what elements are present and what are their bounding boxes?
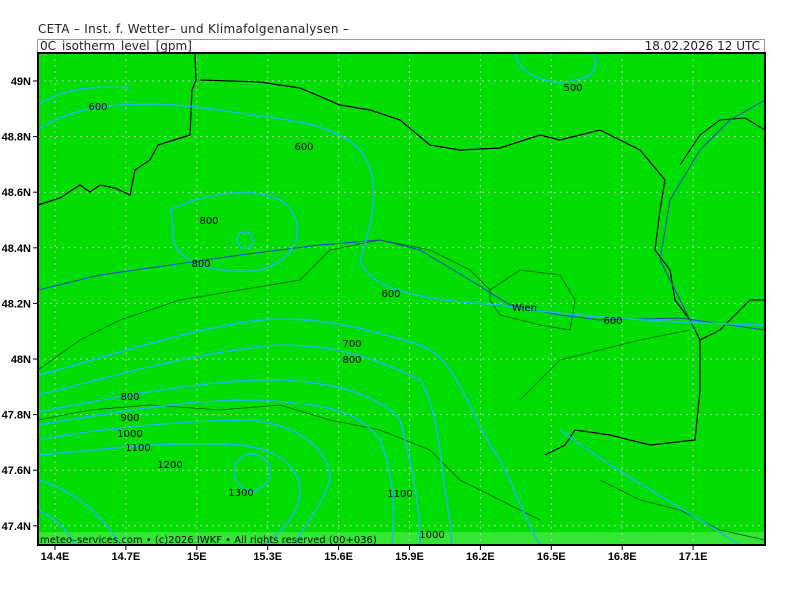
contour-label: 1000 (117, 429, 142, 440)
contour-label: 600 (294, 142, 313, 153)
lon-tick-label: 15E (187, 551, 207, 563)
contour-label: 600 (88, 102, 107, 113)
contour-label: 800 (199, 216, 218, 227)
contour-label: 1000 (419, 530, 444, 541)
rivers (37, 99, 766, 331)
lon-tick-label: 16.5E (537, 551, 566, 563)
contour-label: 800 (191, 259, 210, 270)
contour-label: 500 (563, 83, 582, 94)
contour-label: 1200 (157, 460, 182, 471)
lat-tick-label: 47.6N (2, 465, 31, 477)
lat-tick-label: 48.8N (2, 132, 31, 144)
contour-label: 1100 (125, 443, 150, 454)
lon-tick-label: 16.2E (466, 551, 495, 563)
contour-label: 700 (342, 339, 361, 350)
land-area (38, 53, 765, 545)
contour-label: 800 (342, 355, 361, 366)
lat-tick-label: 48.4N (2, 243, 31, 255)
lon-tick-label: 17.1E (679, 551, 708, 563)
lat-tick-label: 48.6N (2, 187, 31, 199)
contour-label: 600 (381, 289, 400, 300)
footer-band (38, 532, 765, 545)
lon-tick-label: 15.3E (253, 551, 282, 563)
lon-tick-label: 14.4E (41, 551, 70, 563)
lon-tick-label: 15.9E (395, 551, 424, 563)
lon-tick-label: 16.8E (608, 551, 637, 563)
lat-tick-label: 48N (11, 354, 31, 366)
contour-label: 600 (603, 316, 622, 327)
city-label-wien: Wien (512, 303, 537, 314)
lat-tick-label: 49N (11, 76, 31, 88)
credit-text: meteo–services.com • (c)2026 IWKF • All … (40, 535, 377, 546)
lon-tick-label: 15.6E (324, 551, 353, 563)
lat-tick-label: 47.4N (2, 521, 31, 533)
lon-tick-label: 14.7E (112, 551, 141, 563)
contour-label: 900 (120, 413, 139, 424)
contour-label: 1300 (228, 488, 253, 499)
isolines (37, 52, 766, 546)
contour-label: 800 (120, 392, 139, 403)
map-frame (37, 52, 766, 546)
datetime-label: 18.02.2026 12 UTC (644, 39, 760, 53)
header-title: CETA – Inst. f. Wetter– und Klimafolgena… (38, 22, 350, 36)
lat-tick-label: 48.2N (2, 298, 31, 310)
variable-label: 0C_isotherm_level_[gpm] (40, 39, 192, 53)
lat-tick-label: 47.8N (2, 410, 31, 422)
contour-label: 1100 (387, 489, 412, 500)
grid (38, 53, 765, 545)
